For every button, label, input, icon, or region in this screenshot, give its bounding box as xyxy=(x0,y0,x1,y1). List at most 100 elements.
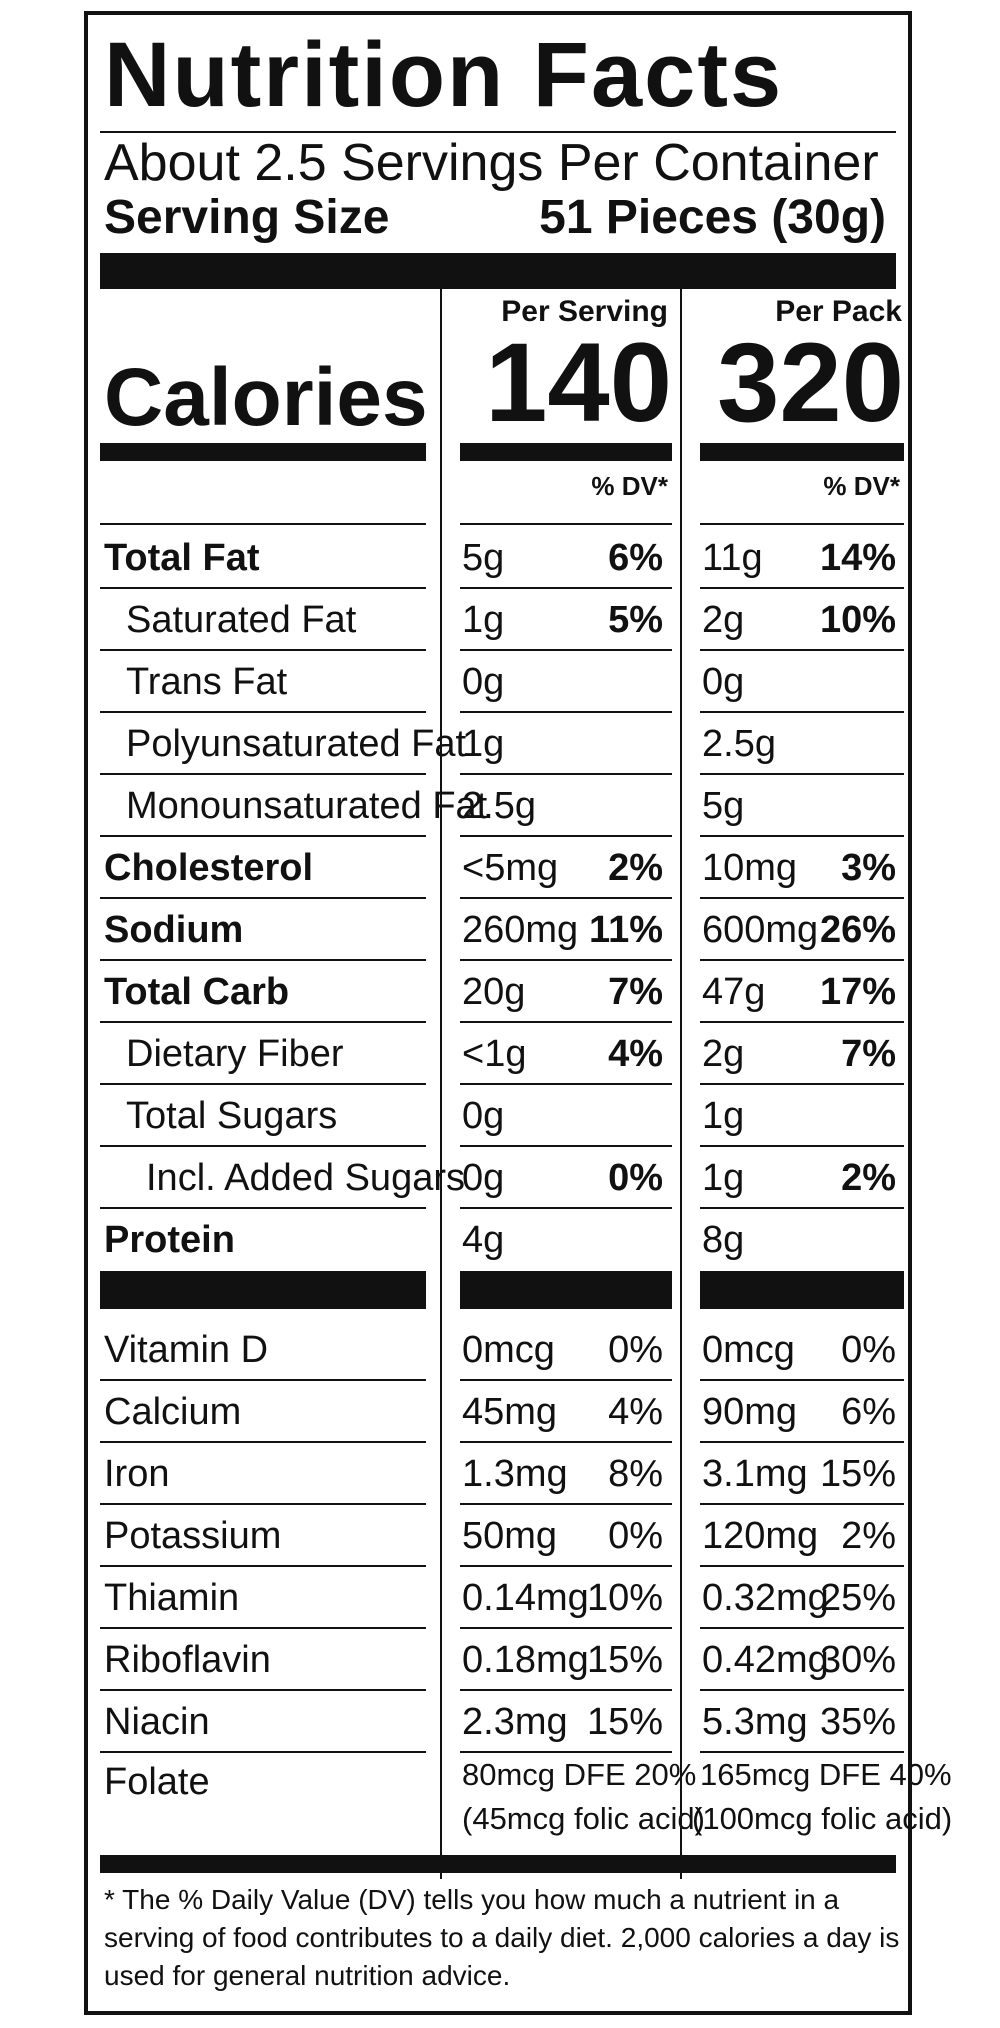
row-rule xyxy=(700,1441,904,1443)
nutrition-facts-panel: Nutrition Facts About 2.5 Servings Per C… xyxy=(84,11,952,2015)
pack-dv: 15% xyxy=(819,1453,896,1495)
row-rule xyxy=(460,1751,672,1753)
row-rule xyxy=(460,1627,672,1629)
serving-amount: 0mcg xyxy=(462,1329,555,1371)
dv-header-serving: % DV* xyxy=(591,471,668,501)
folate-label: Folate xyxy=(104,1761,210,1803)
nutrient-name: Polyunsaturated Fat xyxy=(126,723,467,765)
row-rule-left xyxy=(100,773,426,775)
serving-amount: 0g xyxy=(462,661,505,703)
row-rule-mid xyxy=(460,897,672,899)
row-rule xyxy=(700,1379,904,1381)
table-row: Iron 1.3mg 8% 3.1mg 15% xyxy=(88,1443,908,1505)
pack-amount: 0g xyxy=(702,661,745,703)
pack-amount: 11g xyxy=(702,537,763,579)
row-rule-right xyxy=(700,1021,904,1023)
pack-dv: 25% xyxy=(819,1577,896,1619)
row-rule xyxy=(100,1379,426,1381)
row-rule-mid xyxy=(460,835,672,837)
pack-dv: 35% xyxy=(819,1701,896,1743)
table-row: Monounsaturated Fat 2.5g 5g xyxy=(88,775,908,837)
row-rule xyxy=(460,1565,672,1567)
serving-amount: 2.3mg xyxy=(462,1701,568,1743)
row-rule xyxy=(100,1441,426,1443)
table-row: Total Fat 5g 6% 11g 14% xyxy=(88,527,908,589)
folate-pack-line1: 165mcg DFE 40% xyxy=(700,1757,952,1792)
serving-amount: <5mg xyxy=(462,847,559,889)
mid-bar-mid xyxy=(460,1271,672,1309)
row-rule-right xyxy=(700,773,904,775)
vitamin-name: Riboflavin xyxy=(104,1639,271,1681)
row-rule-mid xyxy=(460,523,672,525)
serving-amount: 5g xyxy=(462,537,505,579)
table-row: Sodium 260mg 11% 600mg 26% xyxy=(88,899,908,961)
row-rule xyxy=(460,1379,672,1381)
nutrient-name: Total Carb xyxy=(104,971,290,1013)
row-rule xyxy=(100,1565,426,1567)
row-rule-mid xyxy=(460,1145,672,1147)
row-rule-right xyxy=(700,1083,904,1085)
pack-dv: 2% xyxy=(841,1515,896,1557)
pack-amount: 2.5g xyxy=(702,723,776,765)
row-rule-left xyxy=(100,835,426,837)
top-thick-bar xyxy=(100,253,896,289)
row-rule-right xyxy=(700,711,904,713)
row-rule-right xyxy=(700,523,904,525)
serving-amount: 1.3mg xyxy=(462,1453,568,1495)
serving-amount: 0.14mg xyxy=(462,1577,589,1619)
nutrient-name: Total Sugars xyxy=(126,1095,338,1137)
pack-amount: 2g xyxy=(702,1033,745,1075)
pack-dv: 2% xyxy=(841,1157,896,1199)
row-rule xyxy=(100,1689,426,1691)
table-row: Total Sugars 0g 1g xyxy=(88,1085,908,1147)
row-rule xyxy=(460,1689,672,1691)
table-row: Calcium 45mg 4% 90mg 6% xyxy=(88,1381,908,1443)
column-divider-2 xyxy=(680,289,682,1879)
row-rule xyxy=(460,1503,672,1505)
row-rule-left xyxy=(100,649,426,651)
row-rule-left xyxy=(100,523,426,525)
row-rule xyxy=(700,1565,904,1567)
row-rule-left xyxy=(100,959,426,961)
pack-dv: 30% xyxy=(819,1639,896,1681)
pack-amount: 1g xyxy=(702,1157,745,1199)
serving-amount: 1g xyxy=(462,723,505,765)
nutrient-name: Incl. Added Sugars xyxy=(146,1157,465,1199)
nutrient-name: Trans Fat xyxy=(126,661,288,703)
serving-amount: 0g xyxy=(462,1095,505,1137)
serving-amount: 0g xyxy=(462,1157,505,1199)
serving-size-label: Serving Size xyxy=(104,191,390,244)
column-divider-1 xyxy=(440,289,442,1879)
row-rule-right xyxy=(700,1207,904,1209)
vitamin-name: Iron xyxy=(104,1453,170,1495)
mid-bar-right xyxy=(700,1271,904,1309)
pack-amount: 5.3mg xyxy=(702,1701,808,1743)
footnote: * The % Daily Value (DV) tells you how m… xyxy=(104,1884,900,1991)
pack-amount: 5g xyxy=(702,785,745,827)
row-rule-mid xyxy=(460,587,672,589)
row-rule-left xyxy=(100,1021,426,1023)
table-row: Thiamin 0.14mg 10% 0.32mg 25% xyxy=(88,1567,908,1629)
per-pack-header: Per Pack xyxy=(775,295,902,328)
row-rule xyxy=(460,1441,672,1443)
serving-amount: <1g xyxy=(462,1033,527,1075)
row-rule-mid xyxy=(460,773,672,775)
nutrient-name: Saturated Fat xyxy=(126,599,357,641)
row-rule-mid xyxy=(460,1083,672,1085)
row-rule-right xyxy=(700,959,904,961)
row-rule-left xyxy=(100,711,426,713)
serving-dv: 2% xyxy=(608,847,663,889)
table-row: Polyunsaturated Fat 1g 2.5g xyxy=(88,713,908,775)
serving-dv: 11% xyxy=(589,909,663,951)
calories-per-serving: 140 xyxy=(485,320,672,445)
serving-amount: 20g xyxy=(462,971,526,1013)
pack-amount: 0.32mg xyxy=(702,1577,829,1619)
mid-bar-left xyxy=(100,1271,426,1309)
pack-amount: 0.42mg xyxy=(702,1639,829,1681)
row-rule xyxy=(100,1751,426,1753)
serving-dv: 0% xyxy=(608,1157,663,1199)
vitamin-name: Calcium xyxy=(104,1391,242,1433)
pack-amount: 600mg xyxy=(702,909,819,951)
serving-dv: 4% xyxy=(608,1033,663,1075)
vitamin-name: Vitamin D xyxy=(104,1329,269,1371)
